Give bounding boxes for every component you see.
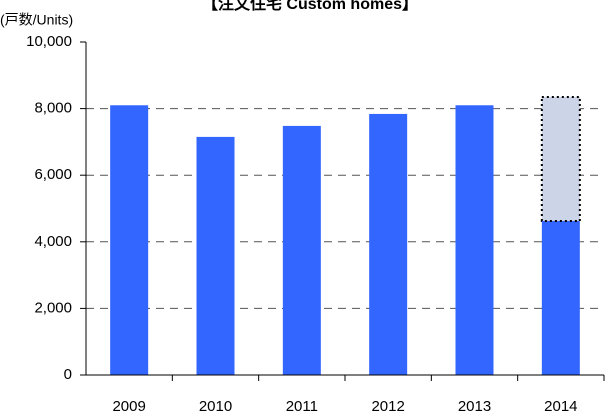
y-tick-label: 2,000 (34, 299, 72, 316)
y-tick-label: 0 (64, 366, 72, 383)
x-tick-label: 2012 (371, 398, 404, 415)
bar (455, 105, 494, 376)
chart-title: 【注文住宅 Custom homes】 (202, 0, 418, 13)
bar (110, 105, 149, 376)
y-tick-label: 6,000 (34, 166, 72, 183)
x-tick-label: 2014 (544, 398, 577, 415)
bar (540, 95, 581, 222)
bar (541, 220, 580, 375)
y-tick-label: 8,000 (34, 100, 72, 117)
x-tick-label: 2009 (112, 398, 145, 415)
x-tick-label: 2011 (286, 398, 318, 415)
y-tick-label: 10,000 (26, 33, 72, 50)
x-tick-label: 2013 (458, 398, 491, 415)
bar (196, 136, 235, 375)
x-tick-label: 2010 (199, 398, 232, 415)
bar (282, 125, 321, 375)
y-tick-label: 4,000 (34, 233, 72, 250)
bar (369, 113, 408, 375)
y-axis-label: (戸数/Units) (0, 12, 73, 28)
